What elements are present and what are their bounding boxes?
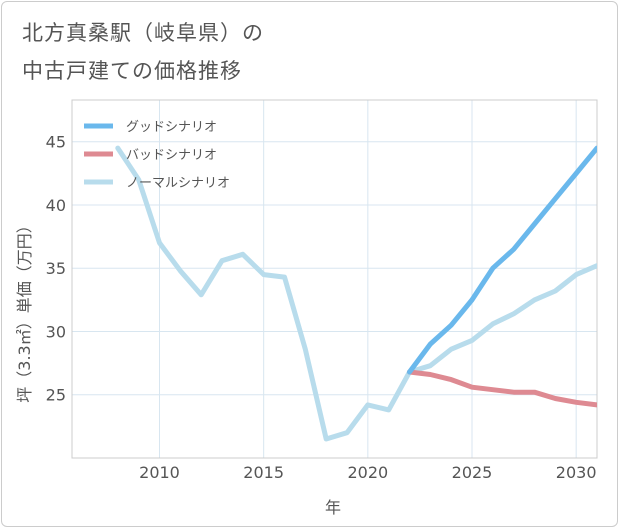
y-tick-label: 35 [46, 259, 66, 278]
x-tick-label: 2010 [139, 463, 180, 482]
series-line-bad [407, 369, 597, 408]
chart-title-line-2: 中古戸建ての価格推移 [22, 59, 242, 83]
legend-label-good: グッドシナリオ [126, 120, 217, 135]
x-axis-ticks: 2010 2015 2020 2025 2030 [139, 463, 596, 482]
y-tick-label: 40 [46, 196, 66, 215]
y-tick-label: 45 [46, 133, 66, 152]
y-tick-label: 30 [46, 322, 66, 341]
y-axis-title: 坪（3.3㎡）単価（万円） [15, 217, 34, 402]
chart-title-line-1: 北方真桑駅（岐阜県）の [22, 21, 264, 45]
series-line-normal [115, 145, 597, 442]
x-axis-title: 年 [325, 498, 341, 517]
plot-area [71, 99, 598, 459]
chart-title: 北方真桑駅（岐阜県）の 中古戸建ての価格推移 [22, 14, 264, 90]
y-axis-ticks: 25 30 35 40 45 [46, 133, 66, 405]
series-lines [115, 145, 597, 442]
y-tick-label: 25 [46, 386, 66, 405]
x-tick-label: 2015 [243, 463, 284, 482]
legend-label-bad: バッドシナリオ [126, 148, 217, 163]
legend-label-normal: ノーマルシナリオ [126, 176, 230, 191]
grid [72, 100, 597, 458]
x-tick-label: 2025 [452, 463, 493, 482]
x-tick-label: 2020 [347, 463, 388, 482]
series-line-good [407, 145, 597, 375]
x-tick-label: 2030 [556, 463, 597, 482]
